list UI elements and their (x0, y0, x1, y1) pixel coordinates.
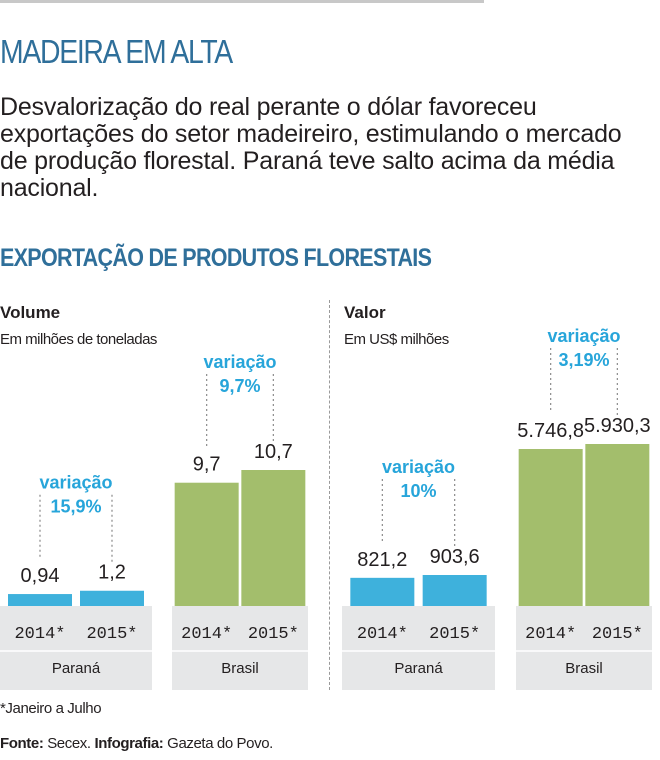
data-label: 903,6 (430, 546, 480, 568)
data-label: 9,7 (193, 454, 221, 476)
infographic-value: Gazeta do Povo. (167, 735, 273, 752)
volume-title: Volume (0, 303, 61, 322)
data-label: 0,94 (21, 565, 60, 587)
bar-paraná-1 (422, 575, 487, 606)
data-label: 1,2 (98, 562, 126, 584)
infographic-label: Infografia: (94, 735, 164, 752)
group-panel-paraná (0, 606, 152, 690)
group-label: Paraná (52, 660, 101, 677)
group-panel-brasil (516, 606, 652, 690)
data-label: 821,2 (357, 549, 407, 571)
category-label: 2015* (429, 625, 480, 644)
variation-label: variação (382, 457, 455, 477)
group-label: Brasil (221, 660, 259, 677)
data-label: 10,7 (254, 441, 293, 463)
source-line: Fonte: Secex. Infografia: Gazeta do Povo… (0, 735, 273, 752)
valor-title: Valor (344, 303, 386, 322)
category-label: 2014* (14, 625, 65, 644)
variation-value: 15,9% (50, 497, 101, 517)
bar-brasil-0 (518, 449, 583, 606)
group-label: Paraná (394, 660, 443, 677)
volume-subtitle: Em milhões de toneladas (0, 331, 157, 348)
bar-paraná-0 (8, 594, 72, 606)
charts-canvas: 0,94 2014* 1,2 2015* Paraná variação 15,9% 9,7 2… (0, 326, 652, 690)
bar-paraná-1 (80, 590, 144, 606)
variation-value: 9,7% (219, 376, 260, 396)
category-label: 2014* (357, 625, 408, 644)
lead-text: Desvalorização do real perante o dólar f… (0, 93, 622, 202)
panel-divider (329, 300, 330, 690)
source-label: Fonte: (0, 735, 44, 752)
group-label: Brasil (565, 660, 603, 677)
variation-value: 10% (400, 481, 436, 501)
variation-label: variação (39, 473, 112, 493)
bar-brasil-0 (174, 482, 239, 606)
category-label: 2015* (592, 625, 643, 644)
variation-label: variação (547, 326, 620, 346)
category-label: 2015* (248, 625, 299, 644)
variation-value: 3,19% (558, 350, 609, 370)
bar-brasil-1 (585, 444, 650, 606)
variation-label: variação (203, 352, 276, 372)
category-label: 2014* (181, 625, 232, 644)
valor-subtitle: Em US$ milhões (344, 331, 449, 348)
group-panel-paraná (342, 606, 495, 690)
bar-brasil-1 (241, 470, 306, 606)
category-label: 2015* (86, 625, 137, 644)
category-label: 2014* (525, 625, 576, 644)
data-label: 5.930,3 (584, 415, 651, 437)
headline: MADEIRA EM ALTA (0, 33, 233, 70)
data-label: 5.746,8 (517, 420, 584, 442)
footnote: *Janeiro a Julho (0, 700, 102, 717)
bar-paraná-0 (350, 577, 415, 606)
group-panel-brasil (172, 606, 308, 690)
top-rule (0, 0, 484, 3)
section-title: EXPORTAÇÃO DE PRODUTOS FLORESTAIS (0, 244, 432, 272)
source-value: Secex. (47, 735, 91, 752)
